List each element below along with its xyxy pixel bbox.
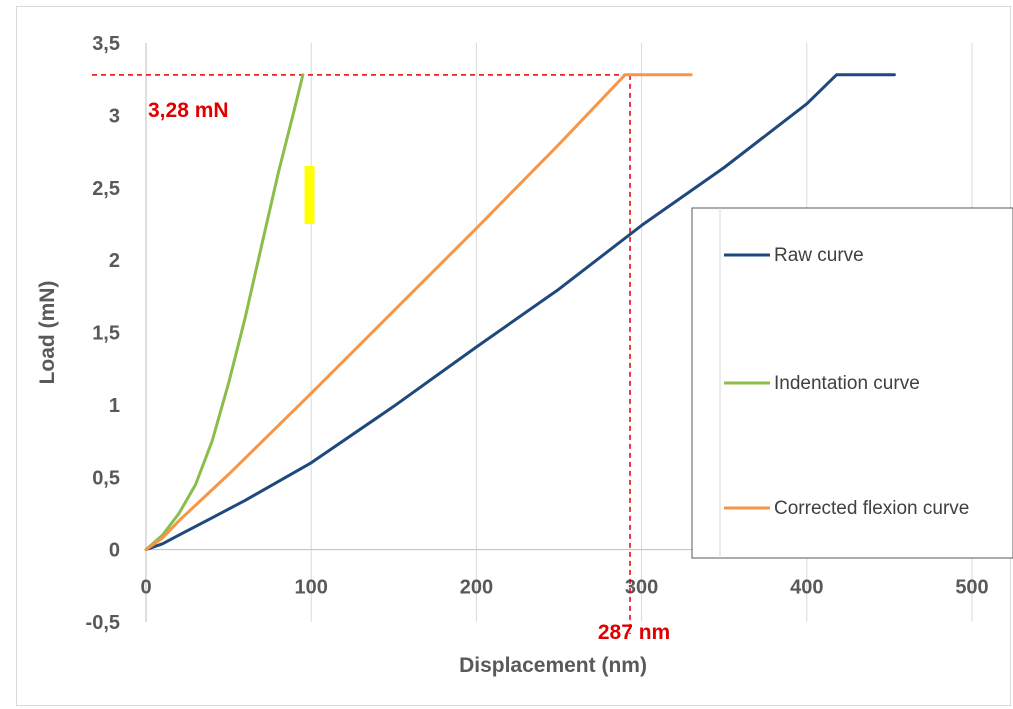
legend-label: Indentation curve	[774, 373, 920, 394]
highlight-marker	[304, 166, 315, 224]
y-tick-label: 1,5	[92, 323, 120, 345]
y-tick-label: 1	[109, 395, 120, 417]
x-tick-label: 400	[790, 577, 823, 599]
series-line	[144, 73, 896, 552]
series-lines	[144, 73, 896, 552]
series-line	[144, 73, 305, 552]
x-tick-label: 100	[295, 577, 328, 599]
y-tick-label: -0,5	[86, 612, 120, 634]
y-axis-title: Load (mN)	[36, 281, 59, 385]
y-tick-label: 3,5	[92, 33, 120, 55]
y-tick-label: 0	[109, 540, 120, 562]
legend-label: Corrected flexion curve	[774, 498, 969, 519]
x-tick-label: 0	[140, 577, 151, 599]
series-line	[144, 73, 693, 552]
reference-lines	[92, 74, 631, 634]
y-tick-label: 0,5	[92, 467, 120, 489]
x-tick-label: 300	[625, 577, 658, 599]
legend: Raw curve Indentation curve Corrected flex…	[691, 207, 1013, 559]
x-axis-title: Displacement (nm)	[459, 654, 647, 677]
x-tick-label: 500	[955, 577, 988, 599]
y-tick-label: 2	[109, 250, 120, 272]
y-tick-label: 2,5	[92, 178, 120, 200]
annotations: 3,28 mN 287 nm	[148, 99, 670, 644]
legend-label: Raw curve	[774, 245, 864, 266]
annotation-max-load: 3,28 mN	[148, 99, 229, 122]
y-tick-label: 3	[109, 105, 120, 127]
tick-labels: -0,5 0 0,5 1 1,5 2 2,5 3 3,5 0 100 200 300 400 500	[86, 33, 989, 634]
annotation-displacement: 287 nm	[598, 621, 670, 644]
x-tick-label: 200	[460, 577, 493, 599]
